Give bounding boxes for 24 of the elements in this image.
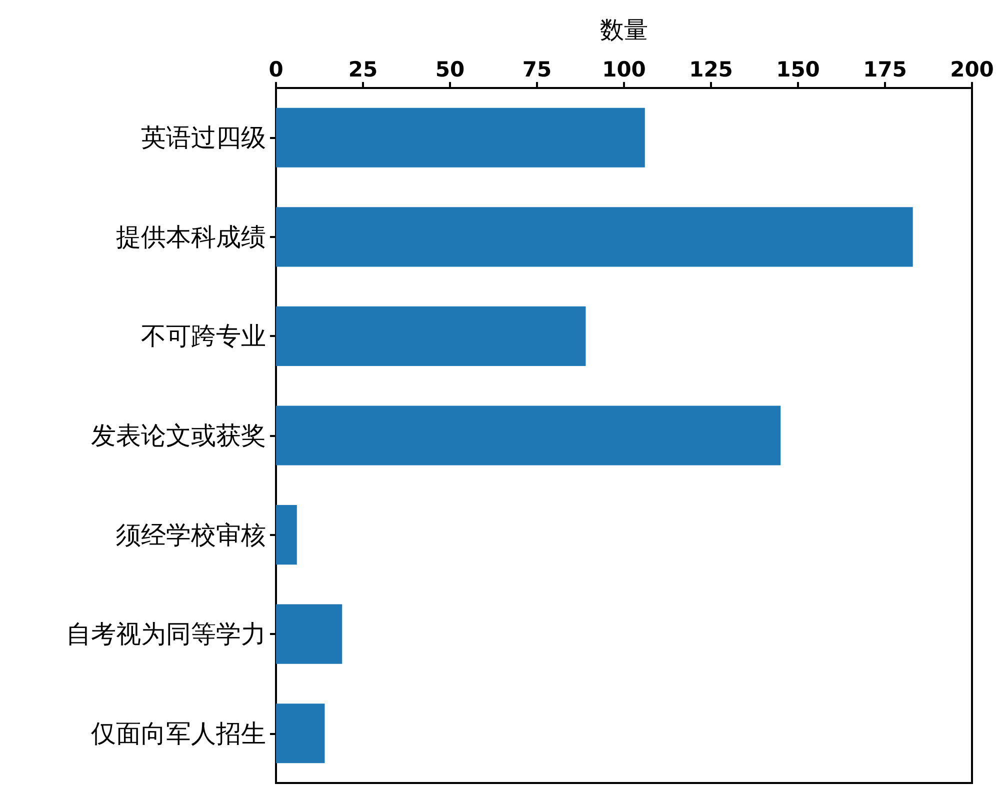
bar xyxy=(276,704,325,764)
y-tick-label: 须经学校审核 xyxy=(116,520,266,550)
y-tick-label: 发表论文或获奖 xyxy=(91,421,266,450)
x-tick-label: 175 xyxy=(863,58,907,82)
x-tick-label: 25 xyxy=(348,58,378,82)
x-tick-label: 200 xyxy=(950,58,994,82)
bar xyxy=(276,207,913,267)
bar xyxy=(276,604,342,664)
x-axis-title: 数量 xyxy=(600,16,648,44)
y-tick-label: 仅面向军人招生 xyxy=(91,718,266,748)
y-tick-label: 英语过四级 xyxy=(141,123,266,152)
bar xyxy=(276,306,586,366)
bar xyxy=(276,406,781,466)
y-tick-label: 自考视为同等学力 xyxy=(66,620,266,649)
x-tick-label: 125 xyxy=(689,58,733,82)
x-tick-label: 100 xyxy=(602,58,646,82)
x-tick-label: 150 xyxy=(776,58,820,82)
bar xyxy=(276,505,297,565)
bar xyxy=(276,108,645,168)
y-tick-label: 不可跨专业 xyxy=(141,322,266,351)
y-tick-label: 提供本科成绩 xyxy=(116,222,266,252)
x-tick-label: 50 xyxy=(435,58,465,82)
x-tick-label: 0 xyxy=(268,58,284,82)
x-tick-label: 75 xyxy=(522,58,552,82)
